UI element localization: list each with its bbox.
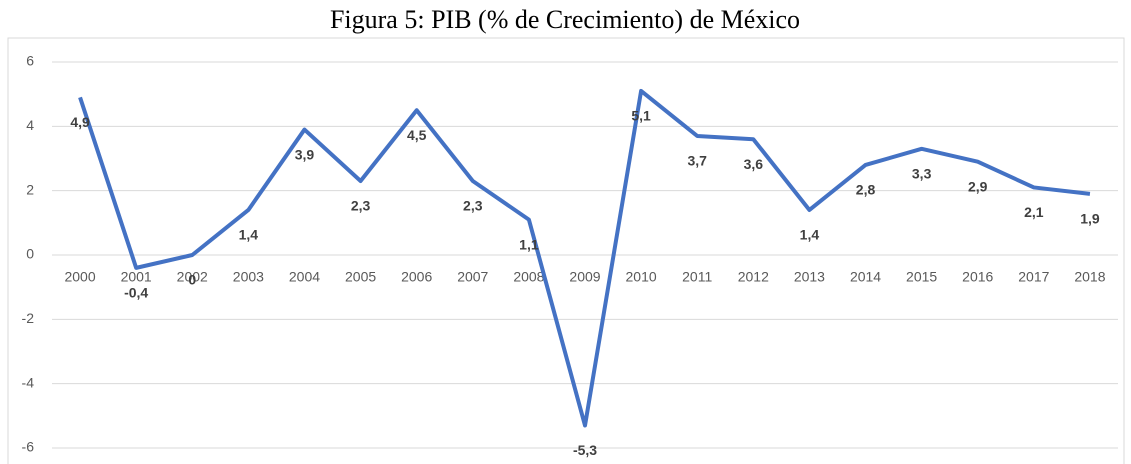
x-tick-label: 2005 [345,269,376,285]
value-label: 1,4 [800,227,820,243]
x-tick-label: 2012 [738,269,769,285]
value-label: 3,3 [912,166,932,182]
y-tick-label: 0 [26,246,34,262]
x-tick-label: 2011 [682,269,712,285]
value-label: 3,6 [744,156,764,172]
x-tick-label: 2013 [794,269,825,285]
y-tick-label: -2 [22,310,35,326]
value-label: 2,3 [351,198,371,214]
x-tick-label: 2009 [569,269,600,285]
x-tick-label: 2018 [1074,269,1105,285]
x-tick-label: 2004 [289,269,320,285]
x-tick-label: 2016 [962,269,993,285]
x-tick-label: 2017 [1018,269,1049,285]
value-label: 5,1 [631,108,651,124]
value-label: 1,9 [1080,211,1100,227]
value-label: 3,9 [295,146,315,162]
value-label: 1,4 [239,227,259,243]
x-tick-label: 2014 [850,269,881,285]
y-tick-label: 6 [26,53,34,69]
value-label: 4,5 [407,127,427,143]
x-tick-label: 2003 [233,269,264,285]
value-label: 2,9 [968,178,988,194]
value-label: 2,8 [856,182,876,198]
value-label: -5,3 [573,442,597,458]
y-tick-label: -4 [22,374,35,390]
value-label: 2,1 [1024,204,1044,220]
y-tick-label: 4 [26,117,34,133]
value-label: 3,7 [687,153,707,169]
chart-title: Figura 5: PIB (% de Crecimiento) de Méxi… [330,5,800,34]
x-tick-label: 2002 [177,269,208,285]
x-tick-label: 2006 [401,269,432,285]
y-tick-label: -6 [22,439,35,455]
x-tick-label: 2001 [121,269,152,285]
y-tick-label: 2 [26,181,34,197]
value-label: 2,3 [463,198,483,214]
line [78,88,1091,428]
value-label: 0 [188,272,196,288]
x-tick-label: 2007 [457,269,488,285]
x-tick-label: 2000 [64,269,95,285]
x-tick-label: 2010 [626,269,657,285]
chart-frame [7,37,1125,464]
value-label: 1,1 [519,236,539,252]
x-tick-label: 2015 [906,269,937,285]
value-label: -0,4 [124,285,148,301]
x-tick-label: 2008 [513,269,544,285]
value-label: 4,9 [70,114,90,130]
